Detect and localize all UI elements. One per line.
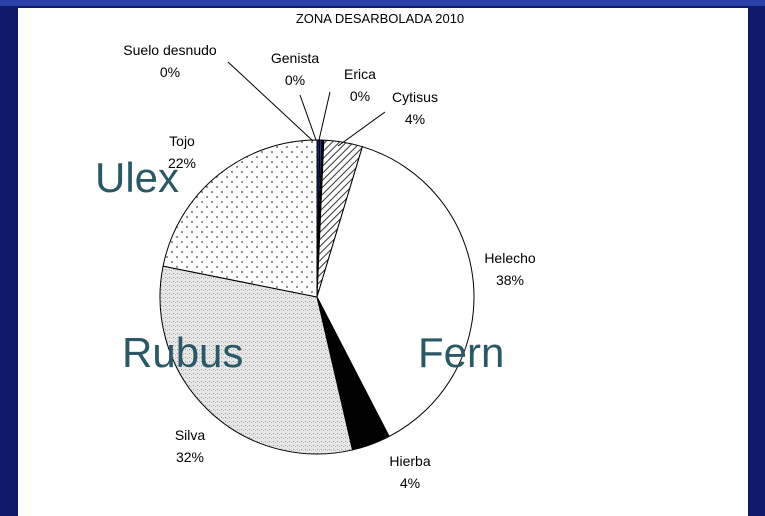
top-band [0, 0, 765, 6]
pie-slice [316, 146, 475, 438]
slice-value-label: 0% [285, 72, 305, 88]
slice-value-label: 22% [168, 155, 196, 171]
leader-line [318, 91, 331, 141]
slice-label: Cytisus [392, 89, 438, 105]
slice-label: Suelo desnudo [123, 42, 217, 58]
leader-line [227, 61, 314, 142]
slice-value-label: 0% [160, 64, 180, 80]
slice-label: Erica [344, 66, 376, 82]
pie-slice [159, 265, 354, 455]
annotation: Fern [418, 329, 504, 376]
leader-line [337, 111, 386, 147]
annotation: Rubus [122, 329, 243, 376]
leader-line [299, 94, 317, 141]
slice-value-label: 4% [405, 111, 425, 127]
slice-label: Tojo [169, 133, 195, 149]
slice-label: Genista [271, 50, 319, 66]
chart-title: ZONA DESARBOLADA 2010 [296, 11, 464, 26]
annotation: Ulex [95, 154, 179, 201]
slice-value-label: 38% [496, 272, 524, 288]
slice-label: Helecho [484, 250, 536, 266]
slice-value-label: 4% [400, 475, 420, 491]
slice-value-label: 0% [350, 88, 370, 104]
slice-label: Hierba [389, 453, 430, 469]
slice-label: Silva [175, 427, 206, 443]
pie-slice [162, 139, 318, 298]
slice-value-label: 32% [176, 449, 204, 465]
